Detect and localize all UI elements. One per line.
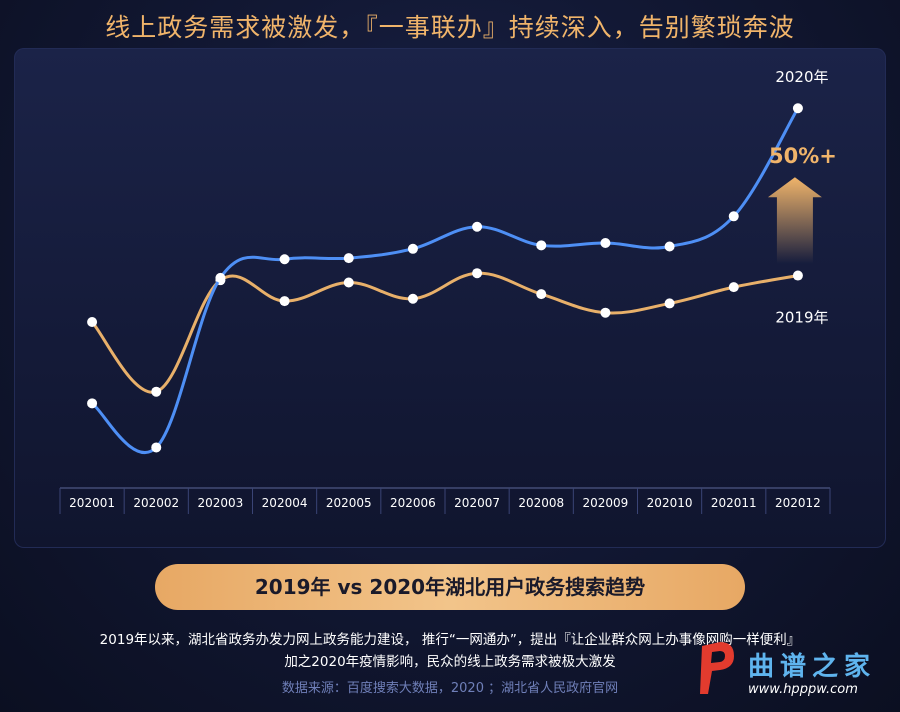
data-point — [407, 243, 418, 254]
description-line-2: 加之2020年疫情影响，民众的线上政务需求被极大激发 — [284, 654, 616, 670]
x-tick-label: 202001 — [69, 496, 115, 510]
x-tick-label: 202002 — [133, 496, 179, 510]
series-label-2020: 2020年 — [775, 68, 828, 86]
series-line-2020 — [90, 106, 800, 455]
x-tick-label: 202009 — [583, 496, 629, 510]
watermark-logo-icon — [700, 642, 734, 694]
data-point — [728, 211, 739, 222]
description-line-1: 2019年以来，湖北省政务办发力网上政务能力建设， 推行“一网通办”，提出『让企… — [99, 632, 801, 648]
watermark-name: 曲谱之家 — [748, 652, 877, 682]
data-point — [792, 270, 803, 281]
data-point — [279, 296, 290, 307]
data-point — [151, 386, 162, 397]
data-point — [87, 317, 98, 327]
chart-panel — [14, 48, 886, 548]
page-title: 线上政务需求被激发，『一事联办』持续深入，告别繁琐奔波 — [105, 13, 795, 42]
data-point — [472, 221, 483, 232]
data-point — [343, 253, 354, 264]
annotation-layer: 2020年 2019年 50%+ — [767, 68, 837, 327]
data-point — [279, 254, 290, 265]
data-point — [536, 289, 547, 300]
data-point — [600, 238, 611, 248]
data-point — [151, 442, 162, 453]
data-point — [664, 241, 675, 252]
data-point — [600, 307, 611, 318]
data-point — [472, 268, 483, 279]
series-layer — [87, 103, 803, 455]
watermark: 曲谱之家 www.hpppw.com — [694, 636, 894, 706]
x-tick-label: 202008 — [518, 496, 564, 510]
x-tick-label: 202010 — [647, 496, 693, 510]
x-tick-label: 202012 — [775, 496, 821, 510]
growth-arrow-icon — [767, 177, 822, 264]
chart-caption-pill: 2019年 vs 2020年湖北用户政务搜索趋势 — [155, 564, 745, 610]
x-tick-label: 202006 — [390, 496, 436, 510]
series-label-2019: 2019年 — [775, 309, 828, 327]
x-tick-label: 202004 — [262, 496, 308, 510]
x-tick-label: 202005 — [326, 496, 372, 510]
x-axis: 202001 202002 202003 202004 202005 202006 2020… — [59, 487, 831, 514]
data-point — [664, 298, 675, 309]
data-source: 数据来源：百度搜索大数据，2020 ；湖北省人民政府官网 — [281, 681, 619, 696]
data-point — [407, 293, 418, 304]
data-point — [536, 240, 547, 251]
x-tick-label: 202003 — [198, 496, 244, 510]
data-point — [215, 272, 226, 283]
watermark-url: www.hpppw.com — [748, 682, 858, 697]
data-point — [87, 398, 98, 409]
data-point — [343, 277, 354, 288]
data-point — [792, 103, 803, 114]
growth-annotation: 50%+ — [769, 144, 837, 168]
data-point — [728, 282, 739, 293]
x-tick-label: 202007 — [454, 496, 500, 510]
x-tick-label: 202011 — [711, 496, 757, 510]
